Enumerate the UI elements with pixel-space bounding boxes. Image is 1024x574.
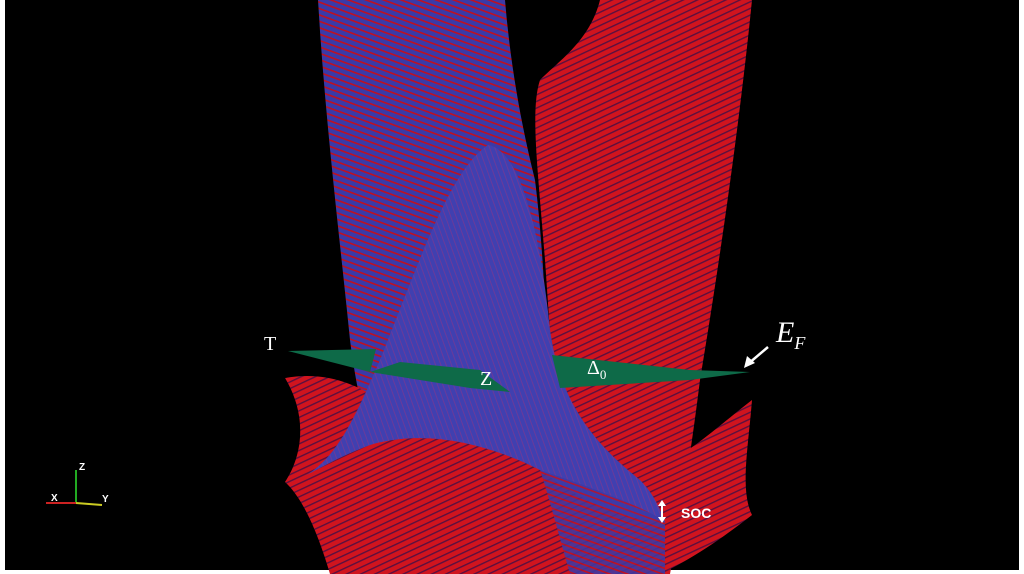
soc-label: SOC	[681, 505, 711, 521]
point-label: T	[264, 333, 276, 355]
point-label: Z	[480, 368, 492, 390]
axis-label: X	[51, 493, 58, 504]
scene: T Z Δ0 EF SOC Z X Y	[0, 0, 1024, 574]
axis-label: Y	[102, 494, 109, 505]
axis-label: Z	[79, 462, 85, 473]
